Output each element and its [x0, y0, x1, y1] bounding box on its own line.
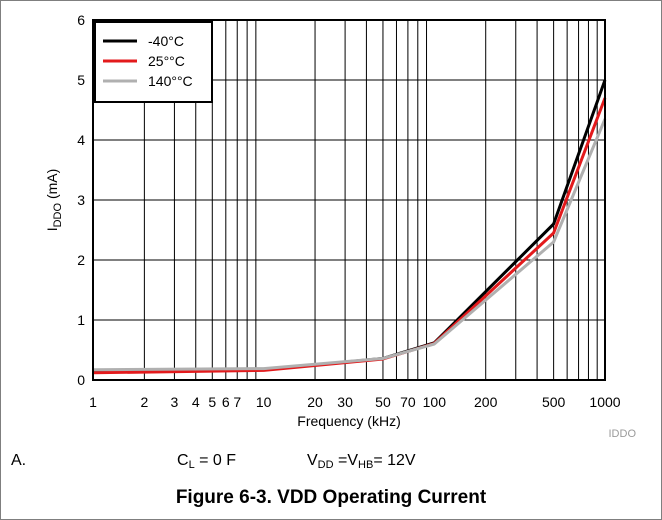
legend-label-1: -40°C — [148, 33, 184, 49]
x-tick-label: 500 — [542, 394, 566, 410]
legend-label-3: 140°°C — [148, 73, 193, 89]
x-tick-label: 20 — [307, 394, 323, 410]
x-tick-label: 50 — [375, 394, 391, 410]
x-tick-label: 70 — [400, 394, 416, 410]
x-tick-label: 4 — [192, 394, 200, 410]
figure-id-tag: IDDO — [609, 428, 637, 440]
x-axis-label: Frequency (kHz) — [297, 413, 400, 429]
y-tick-label: 1 — [77, 312, 85, 328]
y-tick-label: 4 — [77, 132, 85, 148]
x-tick-label: 3 — [171, 394, 179, 410]
y-tick-label: 6 — [77, 12, 85, 28]
legend-label-2: 25°°C — [148, 53, 185, 69]
figure-caption: Figure 6-3. VDD Operating Current — [175, 487, 487, 508]
y-tick-label: 3 — [77, 192, 85, 208]
x-tick-label: 5 — [208, 394, 216, 410]
series-line-1 — [92, 79, 607, 374]
x-tick-label: 100 — [423, 394, 447, 410]
x-tick-label: 200 — [474, 394, 498, 410]
x-tick-label: 7 — [233, 394, 241, 410]
x-tick-label: 1 — [89, 394, 97, 410]
load-capacitance-note: CL = 0 F — [177, 452, 237, 471]
x-tick-label: 1000 — [589, 394, 620, 410]
x-tick-label: 6 — [222, 394, 230, 410]
x-tick-label: 10 — [256, 394, 272, 410]
y-tick-label: 0 — [77, 372, 85, 388]
x-tick-label: 2 — [140, 394, 148, 410]
plot-frame — [92, 19, 606, 381]
note-label: A. — [11, 452, 27, 469]
y-axis-label: IDDO (mA) — [44, 169, 64, 232]
series-line-3 — [92, 118, 607, 372]
supply-voltage-note: VDD =VHB= 12V — [307, 452, 416, 471]
y-tick-label: 5 — [77, 72, 85, 88]
y-tick-label: 2 — [77, 252, 85, 268]
x-tick-label: 30 — [337, 394, 353, 410]
series-line-2 — [92, 97, 607, 375]
